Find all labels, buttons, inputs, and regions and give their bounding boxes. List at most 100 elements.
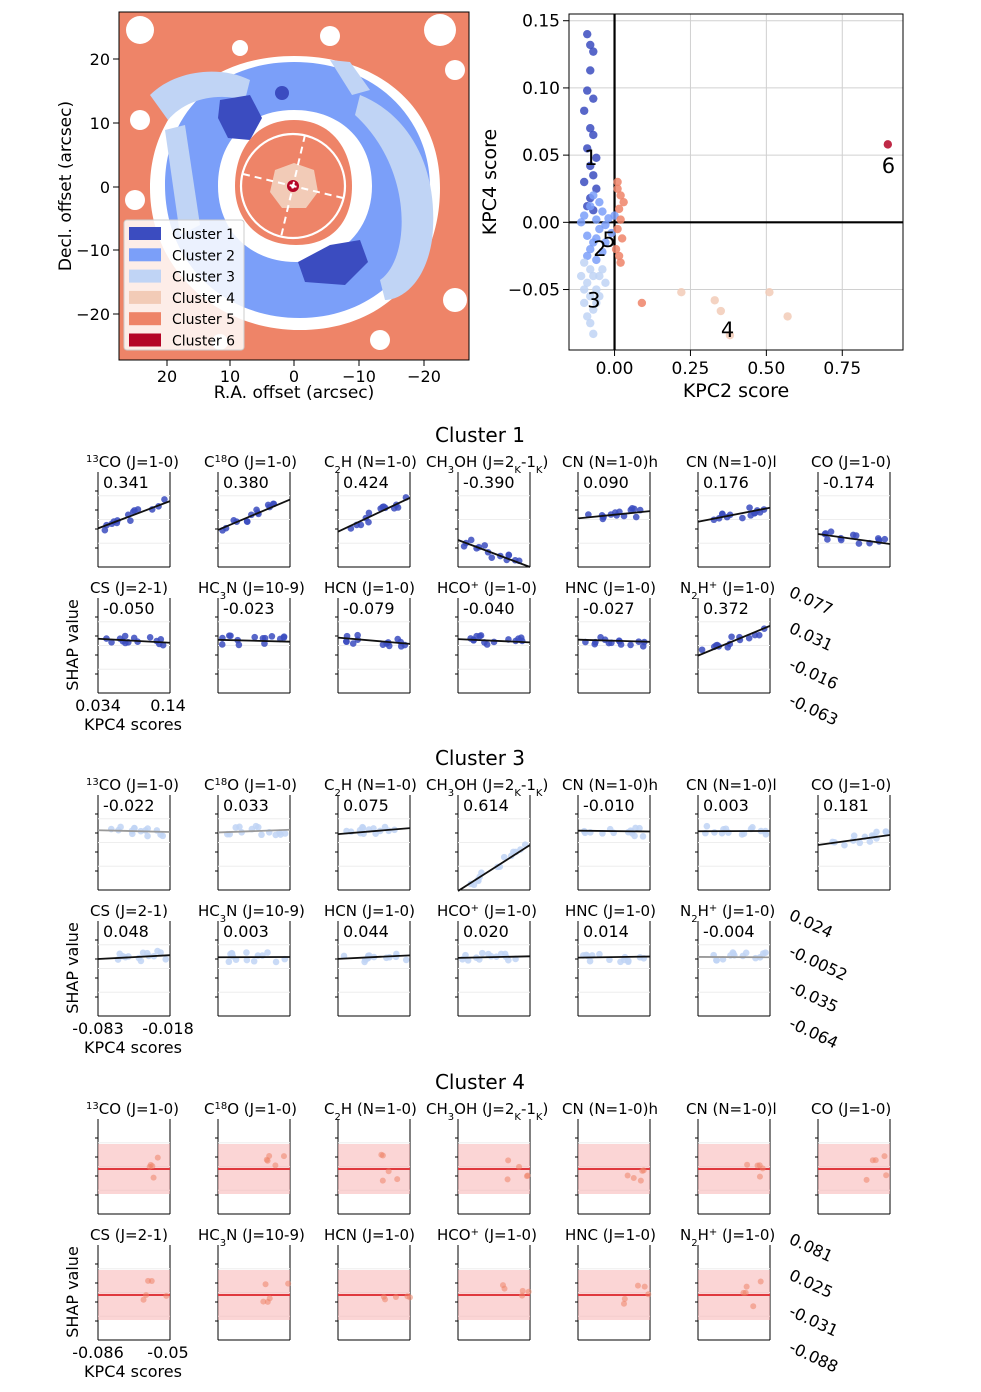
map-ytick-label: 20	[90, 50, 110, 69]
shap-point	[617, 958, 624, 966]
shap-panel: C2H (N=1-0)0.424	[324, 453, 417, 568]
shap-panel: CO (J=1-0) -0.174	[811, 453, 891, 568]
scatter-point-cluster4	[783, 312, 792, 321]
scatter-ytick-label: −0.05	[508, 281, 560, 301]
shap-point	[243, 518, 251, 525]
shap-fit-line	[97, 954, 171, 960]
shap-fit-line	[817, 834, 891, 846]
shap-point	[743, 1283, 750, 1290]
scatter-point-cluster3	[589, 329, 598, 339]
shap-point	[500, 853, 508, 861]
shap-point	[750, 1303, 757, 1310]
shap-slope-label: 0.003	[703, 796, 749, 815]
shap-point	[349, 640, 357, 647]
group-title: Cluster 4	[435, 1070, 525, 1094]
shap-panel-title: CN (N=1-0)l	[686, 453, 777, 471]
map-ytick-label: 10	[90, 114, 110, 133]
shap-point	[841, 841, 848, 849]
shap-panel-title: CH3OH (J=2K-1K)	[426, 776, 548, 799]
shap-panel: CO (J=1-0) 0.181	[811, 776, 891, 891]
shap-panel: CN (N=1-0)h 0.090	[562, 453, 658, 568]
shap-point	[606, 956, 613, 964]
shap-fit-line	[337, 827, 411, 835]
shap-panel: HNC (J=1-0)	[565, 1226, 656, 1341]
legend-label: Cluster 6	[172, 334, 235, 350]
shap-panel-title: HNC (J=1-0)	[565, 579, 656, 597]
shap-point	[645, 1291, 652, 1298]
legend-label: Cluster 1	[172, 227, 235, 243]
map-gap	[443, 288, 467, 312]
shap-point	[258, 831, 265, 839]
scatter-frame	[568, 13, 904, 351]
map-xtick-label: −20	[407, 367, 441, 386]
shap-slope-label: 0.048	[103, 922, 149, 941]
scatter-point-cluster4	[677, 288, 686, 297]
shap-point	[144, 832, 151, 840]
scatter-xtick-label: 0.75	[823, 359, 861, 379]
shap-point	[365, 518, 372, 526]
shap-panel: HCO+ (J=1-0)	[437, 1226, 537, 1341]
shap-shared-ytick: -0.088	[786, 1337, 841, 1376]
shap-fit-line	[697, 625, 771, 657]
scatter-point-cluster3	[598, 265, 607, 274]
shap-panel: HCO+ (J=1-0) 0.020	[437, 902, 537, 1017]
shap-point	[143, 949, 151, 957]
scatter-point-cluster1	[586, 161, 595, 171]
shap-point	[130, 634, 138, 642]
shap-point	[639, 833, 647, 840]
shap-fit-line	[457, 638, 531, 644]
map-xtick-label: 0	[289, 367, 299, 386]
shap-point	[640, 1167, 647, 1174]
shap-panel: HCO+ (J=1-0) -0.040	[437, 579, 537, 694]
shap-slope-label: 0.176	[703, 473, 749, 492]
scatter-point-cluster5	[617, 234, 627, 243]
scatter-point-cluster1	[583, 29, 592, 39]
shap-fit-line	[577, 638, 651, 643]
shap-point	[501, 1285, 508, 1292]
scatter-ytick-label: 0.05	[522, 146, 560, 166]
shap-panel: CN (N=1-0)l 0.003	[686, 776, 777, 891]
shap-point	[385, 642, 393, 650]
shap-panel: CS (J=2-1) -0.050	[90, 579, 171, 694]
shap-point	[272, 958, 280, 966]
scatter-xtick-label: 0.00	[596, 359, 634, 379]
shap-point	[756, 1173, 763, 1180]
scatter-point-cluster1	[586, 124, 595, 133]
shap-point	[872, 1157, 879, 1164]
shap-panel: C18O (J=1-0) 0.380	[204, 453, 297, 568]
scatter-point-cluster5	[614, 204, 624, 214]
scatter-point-cluster2	[592, 255, 601, 265]
shap-point	[627, 641, 634, 649]
shap-panel: C2H (N=1-0)0.075	[324, 776, 417, 891]
shap-panel: N2H+ (J=1-0)	[680, 1226, 775, 1341]
shap-panel-title: CS (J=2-1)	[90, 579, 168, 597]
shap-shared-ytick: 0.025	[786, 1265, 836, 1302]
scatter-point-cluster3	[579, 258, 589, 267]
shap-panel-title: N2H+ (J=1-0)	[680, 902, 775, 925]
shap-shared-ytick: -0.035	[786, 977, 841, 1016]
shap-slope-label: -0.004	[703, 922, 755, 941]
legend-label: Cluster 3	[172, 270, 235, 286]
scatter-point-cluster1	[583, 86, 592, 95]
shap-panel: HCN (J=1-0)	[324, 1226, 415, 1341]
shap-fit-line	[97, 637, 171, 644]
kpc-scatter-plot: 0.00 0.25 0.50 0.75 0.15 0.10 0.05 0.00 −0.05 1 2…	[479, 12, 904, 402]
shap-shared-ytick: -0.031	[786, 1301, 841, 1340]
scatter-point-cluster2	[583, 251, 592, 261]
shap-panel: CS (J=2-1)	[90, 1226, 171, 1341]
scatter-point-cluster4	[765, 288, 774, 297]
map-gap	[370, 330, 390, 350]
shap-point	[370, 825, 377, 832]
shap-panel-title: CO (J=1-0)	[811, 1100, 891, 1118]
shap-panel-title: CH3OH (J=2K-1K)	[426, 453, 548, 476]
aperture-circle	[239, 132, 347, 240]
shap-slope-label: 0.372	[703, 599, 749, 618]
shap-point	[153, 827, 161, 834]
shap-panel: CH3OH (J=2K-1K)-0.390	[426, 453, 548, 568]
shap-point	[866, 838, 874, 845]
scatter-point-cluster5	[619, 197, 628, 207]
map-legend: Cluster 1 Cluster 2 Cluster 3 Cluster 4 Clus…	[123, 219, 245, 351]
shap-panel-title: HCN (J=1-0)	[324, 1226, 415, 1244]
shap-point	[218, 641, 226, 648]
